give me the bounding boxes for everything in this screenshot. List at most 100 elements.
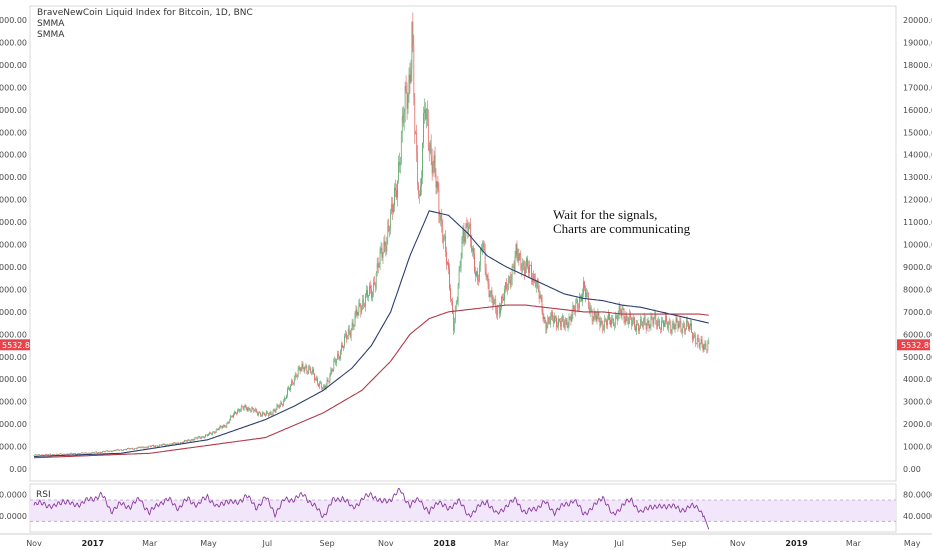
candle-body (613, 325, 615, 327)
candle-body (108, 450, 110, 452)
candle-body (449, 268, 450, 289)
candle-body (639, 327, 640, 331)
candle-body (506, 282, 507, 290)
candle-body (139, 447, 141, 448)
candle-body (119, 449, 121, 451)
candle-body (327, 379, 329, 382)
candle-body (98, 452, 99, 453)
candle-body (452, 313, 454, 331)
candle-body (573, 305, 575, 310)
candle-body (539, 295, 541, 299)
candle-body (302, 363, 304, 368)
candle-body (489, 294, 491, 297)
candle-body (516, 244, 518, 255)
x-tick-label: Nov (730, 539, 746, 548)
candle-body (355, 309, 357, 314)
candle-body (568, 316, 570, 327)
candle-body (700, 339, 702, 345)
candle-body (282, 404, 284, 406)
candle-body (595, 314, 597, 321)
candle-body (448, 262, 449, 269)
candle-body (233, 414, 234, 418)
candle-body (61, 454, 63, 455)
y-tick-label: 1000.00 (903, 443, 932, 452)
candle-body (246, 408, 248, 411)
candle-body (490, 290, 492, 295)
candle-body (504, 289, 505, 301)
candle-body (211, 433, 212, 435)
candle-body (445, 236, 446, 253)
candle-body (189, 440, 191, 442)
candle-body (81, 452, 83, 454)
candle-body (386, 237, 388, 252)
candle-body (514, 256, 516, 270)
candle-body (290, 385, 291, 390)
candle-body (259, 412, 260, 414)
candle-body (571, 314, 573, 322)
candle-body (43, 454, 44, 456)
smma-slow-line (33, 304, 709, 459)
candle-body (175, 443, 177, 445)
candle-body (563, 323, 565, 329)
candle-body (357, 312, 359, 315)
candle-body (321, 388, 323, 389)
legend-smma-2: SMMA (37, 30, 65, 40)
candle-body (465, 223, 467, 237)
candle-body (400, 132, 402, 163)
candle-body (675, 317, 677, 326)
candle-body (326, 379, 328, 385)
candle-body (333, 360, 335, 369)
candle-body (138, 446, 140, 448)
candle-body (407, 94, 409, 109)
candle-body (452, 300, 453, 314)
candle-body (456, 301, 458, 305)
candle-body (424, 109, 425, 114)
candle-body (219, 425, 221, 429)
candle-body (701, 339, 703, 345)
candle-body (521, 269, 523, 271)
candle-body (705, 343, 707, 350)
candle-body (389, 229, 391, 231)
y-tick-label: 18000.00 (0, 61, 27, 70)
y-tick-label: 9000.00 (903, 263, 932, 272)
candle-body (498, 306, 499, 308)
candle-body (169, 443, 171, 446)
candle-body (656, 320, 658, 328)
y-tick-label: 2000.00 (0, 420, 27, 429)
candle-body (500, 307, 501, 314)
candle-body (279, 405, 281, 408)
candle-body (422, 143, 423, 178)
candle-body (613, 318, 614, 327)
candle-body (291, 380, 292, 386)
candle-body (79, 453, 81, 455)
y-tick-label: 5000.00 (0, 353, 27, 362)
candle-body (479, 265, 480, 282)
candle-body (579, 297, 580, 308)
candle-body (518, 253, 520, 261)
candle-body (486, 275, 488, 278)
candle-body (341, 345, 342, 352)
candle-body (216, 428, 218, 430)
candle-body (253, 408, 255, 412)
candle-body (41, 454, 43, 456)
candle-body (308, 367, 310, 373)
candle-body (245, 405, 247, 409)
candle-body (507, 278, 509, 290)
candle-body (466, 223, 468, 228)
candle-body (307, 371, 309, 373)
candle-body (585, 288, 586, 298)
candle-body (650, 316, 652, 327)
candle-body (232, 415, 233, 418)
candle-body (273, 409, 275, 411)
candle-body (453, 320, 455, 331)
candle-body (299, 367, 301, 372)
candle-body (160, 444, 162, 446)
candle-body (63, 453, 65, 455)
candle-body (44, 454, 45, 456)
candle-body (132, 449, 134, 450)
x-tick-label: Mar (846, 539, 862, 548)
candle-body (71, 452, 72, 454)
candle-body (425, 109, 426, 120)
rsi-band (30, 499, 896, 522)
